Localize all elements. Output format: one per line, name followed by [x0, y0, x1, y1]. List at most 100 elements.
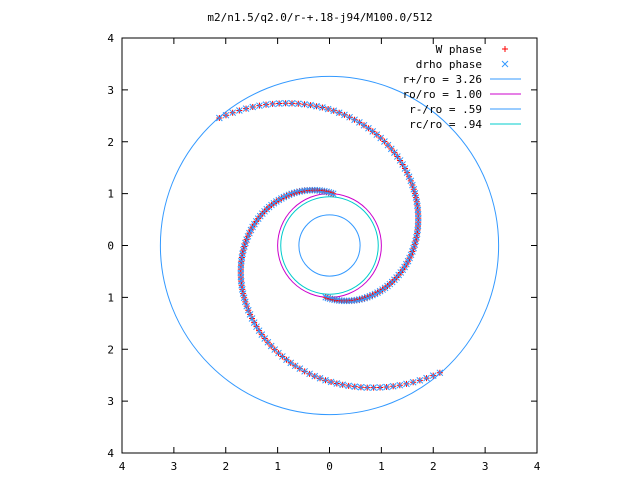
drho-phase-point: [255, 327, 263, 335]
drho-phase-point: [240, 294, 248, 302]
drho-phase-point: [383, 383, 390, 391]
drho-phase-point: [283, 356, 290, 364]
x-tick-label: 4: [119, 460, 126, 473]
drho-phase-point: [365, 124, 372, 132]
drho-phase-point: [262, 101, 270, 109]
drho-phase-point: [311, 372, 319, 380]
drho-phase-point: [258, 331, 266, 338]
drho-phase-point: [409, 378, 417, 386]
x-tick-label: 3: [171, 460, 178, 473]
drho-phase-point: [253, 323, 260, 331]
x-tick-label: 2: [430, 460, 437, 473]
y-tick-label: 2: [107, 136, 114, 149]
drho-phase-point: [288, 100, 296, 107]
drho-phase-point: [242, 105, 250, 112]
drho-phase-point: [279, 353, 286, 360]
x-tick-label: 2: [222, 460, 229, 473]
drho-phase-point: [393, 153, 401, 160]
drho-phase-point: [269, 100, 276, 108]
drho-phase-point: [215, 114, 223, 122]
drho-phase-point: [322, 376, 329, 384]
drho-phase-point: [411, 190, 419, 197]
drho-phase-point: [376, 384, 384, 391]
drho-phase-point: [339, 381, 347, 389]
drho-phase-point: [291, 362, 299, 370]
drho-phase-point: [396, 157, 404, 164]
drho-phase-point: [330, 107, 338, 115]
legend-label: r-/ro = .59: [409, 103, 482, 116]
drho-phase-point: [341, 111, 348, 119]
drho-phase-point: [222, 111, 230, 119]
drho-phase-point: [351, 383, 359, 391]
drho-phase-point: [370, 384, 377, 391]
drho-phase-point: [241, 298, 249, 306]
drho-phase-point: [410, 185, 418, 193]
y-tick-label: 0: [107, 240, 114, 253]
drho-phase-point: [345, 382, 353, 390]
legend: W phase drho phase r+/ro = 3.26 ro/ro = 1.0…: [403, 43, 521, 131]
drho-phase-point: [324, 105, 332, 113]
x-tick-label: 3: [482, 460, 489, 473]
drho-phase-point: [396, 381, 404, 389]
legend-label: drho phase: [416, 58, 482, 71]
drho-phase-point: [353, 296, 361, 304]
y-tick-label: 4: [107, 32, 114, 45]
drho-phase-point: [351, 116, 358, 124]
drho-phase-point: [403, 380, 410, 388]
legend-label: ro/ro = 1.00: [403, 88, 482, 101]
drho-phase-point: [356, 119, 363, 126]
drho-phase-point: [301, 367, 308, 375]
x-tick-label: 1: [274, 460, 281, 473]
legend-plus-marker: [502, 46, 508, 52]
circle-1: [277, 193, 382, 298]
drho-phase-point: [313, 102, 320, 110]
drho-phase-point: [287, 359, 295, 367]
drho-phase-point: [307, 101, 314, 109]
legend-label: rc/ro = .94: [409, 118, 482, 131]
x-tick-label: 1: [378, 460, 385, 473]
drho-phase-point: [346, 113, 353, 121]
circle-0: [159, 75, 500, 416]
drho-phase-point: [236, 107, 243, 114]
drho-phase-point: [373, 131, 381, 138]
drho-phase-point: [436, 369, 444, 377]
drho-phase-point: [249, 103, 257, 111]
drho-phase-point: [356, 296, 363, 303]
y-tick-label: 1: [107, 291, 114, 304]
drho-phase-point: [360, 121, 368, 129]
tick-marks: [121, 37, 538, 454]
legend-label: W phase: [436, 43, 482, 56]
circle-3: [280, 196, 379, 295]
drho-phase-point: [399, 161, 406, 168]
drho-phase-point: [294, 100, 302, 108]
drho-phase-point: [335, 109, 343, 117]
drho-phase-point: [369, 128, 377, 135]
x-tick-labels: 4 3 2 1 0 1 2 3 4: [119, 460, 541, 473]
drho-phase-point: [423, 374, 430, 382]
y-tick-label: 3: [107, 84, 114, 97]
legend-cross-marker: [501, 60, 509, 68]
drho-phase-point: [389, 382, 397, 390]
legend-label: r+/ro = 3.26: [403, 73, 482, 86]
drho-phase-point: [429, 372, 437, 379]
y-tick-labels: 4 3 2 1 0 1 2 3 4: [107, 32, 114, 460]
phase-points: [215, 99, 444, 391]
drho-phase-point: [306, 370, 313, 378]
drho-phase-point: [296, 365, 304, 373]
drho-phase-point: [363, 384, 371, 391]
drho-phase-point: [357, 383, 365, 391]
drho-phase-point: [416, 377, 424, 384]
x-tick-label: 0: [326, 460, 333, 473]
drho-phase-point: [316, 374, 324, 382]
y-tick-label: 3: [107, 395, 114, 408]
drho-phase-point: [275, 100, 283, 107]
y-tick-label: 2: [107, 343, 114, 356]
circle-2: [298, 214, 361, 277]
drho-phase-point: [333, 380, 341, 387]
drho-phase-point: [327, 378, 335, 386]
drho-phase-point: [282, 99, 289, 107]
x-tick-label: 4: [534, 460, 541, 473]
drho-phase-point: [319, 104, 326, 111]
drho-phase-point: [296, 188, 303, 195]
